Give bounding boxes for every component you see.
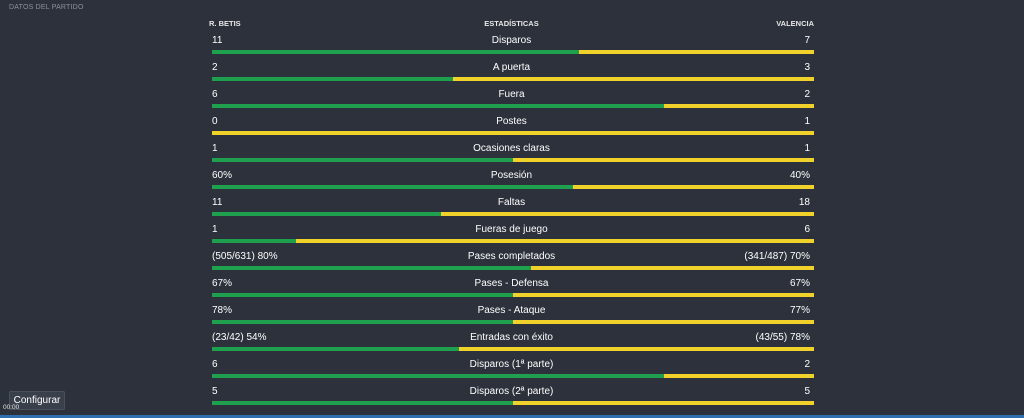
comparison-bar: [212, 347, 814, 351]
home-share-fill: [212, 347, 459, 351]
home-share-fill: [212, 320, 513, 324]
stat-row: (505/631) 80% Pases completados (341/487) …: [209, 247, 814, 274]
comparison-bar: [212, 77, 814, 81]
stat-label: Entradas con éxito: [470, 332, 553, 343]
stat-label: Postes: [496, 116, 527, 127]
home-value: 11: [212, 35, 223, 46]
home-share-fill: [212, 158, 513, 162]
clock: 00:00: [3, 404, 20, 411]
comparison-bar: [212, 131, 814, 135]
stat-row: 11 Faltas 18: [209, 193, 814, 220]
stat-row: 0 Postes 1: [209, 112, 814, 139]
stat-row: 6 Disparos (1ª parte) 2: [209, 355, 814, 382]
away-value: 7: [804, 35, 810, 46]
home-share-fill: [212, 266, 532, 270]
stat-label: Fuera: [498, 89, 525, 100]
home-share-fill: [212, 50, 580, 54]
stat-label: Faltas: [497, 197, 526, 208]
stat-row: 78% Pases - Ataque 77%: [209, 301, 814, 328]
comparison-bar: [212, 266, 814, 270]
bottom-strip: [0, 415, 1024, 418]
stat-label: Pases - Defensa: [474, 278, 549, 289]
stat-label: Pases completados: [467, 251, 556, 262]
comparison-bar: [212, 185, 814, 189]
comparison-bar: [212, 320, 814, 324]
stat-row: 1 Ocasiones claras 1: [209, 139, 814, 166]
comparison-bar: [212, 212, 814, 216]
stat-row: 6 Fuera 2: [209, 85, 814, 112]
home-team-name: R. BETIS: [209, 19, 241, 28]
comparison-bar: [212, 293, 814, 297]
home-value: 78%: [212, 305, 233, 316]
stats-heading: ESTADÍSTICAS: [484, 19, 539, 28]
away-value: 6: [804, 224, 810, 235]
home-value: 6: [212, 359, 218, 370]
away-value: 1: [804, 116, 810, 127]
comparison-bar: [212, 158, 814, 162]
away-value: 18: [798, 197, 810, 208]
home-value: 1: [212, 143, 218, 154]
stat-label: Posesión: [490, 170, 533, 181]
home-share-fill: [212, 401, 513, 405]
away-value: 67%: [789, 278, 810, 289]
comparison-bar: [212, 239, 814, 243]
away-value: 5: [804, 386, 810, 397]
away-value: 2: [804, 359, 810, 370]
home-share-fill: [212, 239, 297, 243]
home-share-fill: [212, 77, 453, 81]
home-share-fill: [212, 104, 664, 108]
stat-label: Disparos: [491, 35, 532, 46]
home-share-fill: [212, 374, 664, 378]
home-value: 6: [212, 89, 218, 100]
stat-row: 1 Fueras de juego 6: [209, 220, 814, 247]
configure-button[interactable]: Configurar: [9, 391, 65, 410]
stat-label: Pases - Ataque: [477, 305, 546, 316]
comparison-bar: [212, 374, 814, 378]
away-value: 1: [804, 143, 810, 154]
away-value: 3: [804, 62, 810, 73]
home-value: 11: [212, 197, 223, 208]
stat-label: Disparos (2ª parte): [469, 386, 554, 397]
comparison-bar: [212, 50, 814, 54]
home-value: 2: [212, 62, 218, 73]
stat-label: Disparos (1ª parte): [469, 359, 554, 370]
home-value: 0: [212, 116, 218, 127]
home-share-fill: [212, 185, 574, 189]
away-value: 40%: [789, 170, 810, 181]
home-value: 5: [212, 386, 218, 397]
stat-label: Ocasiones claras: [473, 143, 550, 154]
stats-list: 11 Disparos 7 2 A puerta 3 6 Fuera 2 0 Postes 1 1 Oca…: [209, 31, 814, 409]
home-value: 1: [212, 224, 218, 235]
stats-header: R. BETIS ESTADÍSTICAS VALENCIA: [209, 19, 814, 31]
stat-row: 5 Disparos (2ª parte) 5: [209, 382, 814, 409]
away-value: 2: [804, 89, 810, 100]
stat-row: (23/42) 54% Entradas con éxito (43/55) 78%: [209, 328, 814, 355]
stat-label: Fueras de juego: [475, 224, 548, 235]
home-value: 67%: [212, 278, 233, 289]
home-share-fill: [212, 212, 441, 216]
away-value: (43/55) 78%: [755, 332, 810, 343]
stat-row: 2 A puerta 3: [209, 58, 814, 85]
home-value: 60%: [212, 170, 233, 181]
stat-row: 11 Disparos 7: [209, 31, 814, 58]
away-value: 77%: [789, 305, 810, 316]
home-share-fill: [212, 293, 513, 297]
comparison-bar: [212, 401, 814, 405]
comparison-bar: [212, 104, 814, 108]
away-value: (341/487) 70%: [744, 251, 810, 262]
section-title: DATOS DEL PARTIDO: [9, 4, 84, 11]
stat-row: 60% Posesión 40%: [209, 166, 814, 193]
home-value: (23/42) 54%: [212, 332, 267, 343]
stat-label: A puerta: [492, 62, 531, 73]
away-team-name: VALENCIA: [776, 19, 814, 28]
home-value: (505/631) 80%: [212, 251, 278, 262]
stat-row: 67% Pases - Defensa 67%: [209, 274, 814, 301]
